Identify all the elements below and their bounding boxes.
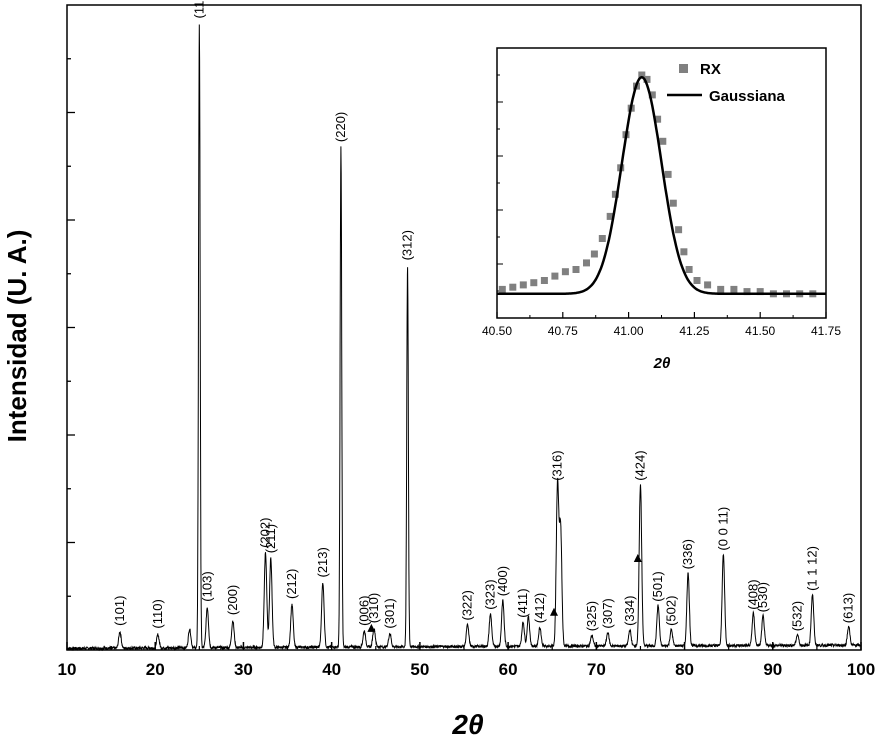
- legend-gaussiana-label: Gaussiana: [709, 88, 786, 105]
- peak-label: (325): [584, 601, 599, 631]
- peak-label: (501): [650, 571, 665, 601]
- rx-point: [561, 268, 569, 276]
- peak-label: (323): [483, 579, 498, 609]
- main-plot-marks: (101) (110) (112) (103) (200) (202)(211) (212)…: [66, 0, 862, 652]
- peak-label: (006): [356, 596, 371, 626]
- inset-legend: RX Gaussiana: [667, 61, 786, 105]
- rx-point: [598, 235, 606, 242]
- main-x-tick-label: 50: [410, 660, 429, 679]
- inset-x-tick-label: 41.50: [745, 324, 775, 338]
- rx-point: [664, 170, 672, 178]
- inset-x-tick-label: 41.75: [811, 324, 841, 338]
- peak-label: (412): [532, 593, 547, 623]
- rx-point: [530, 279, 538, 287]
- peak-arrow-marker: [633, 553, 642, 562]
- gaussiana-fit-line: [497, 75, 826, 296]
- rx-point: [590, 250, 598, 258]
- main-x-tick-label: 80: [675, 660, 694, 679]
- inset-plot-axes: 40.50 40.75 41.00 41.25 41.50 41.75: [482, 47, 841, 338]
- main-plot-axes: 10 20 30 40 50 60 70 80 90 100: [58, 4, 875, 679]
- main-x-tick-label: 30: [234, 660, 253, 679]
- rx-point: [659, 137, 667, 145]
- peak-label: (103): [199, 571, 214, 601]
- peak-label: (530): [755, 582, 770, 612]
- rx-point: [551, 272, 559, 280]
- peak-label: (213): [315, 547, 330, 577]
- rx-point: [704, 281, 712, 289]
- peak-label: (408): [745, 579, 760, 609]
- peak-label: (400): [495, 566, 510, 596]
- inset-plot-marks: [497, 71, 826, 298]
- rx-point: [611, 190, 619, 198]
- inset-x-tick-label: 40.75: [548, 324, 578, 338]
- peak-label: (200): [225, 585, 240, 615]
- rx-point: [638, 71, 646, 79]
- inset-x-axis-title: 2θ: [653, 355, 671, 372]
- inset-x-tick-label: 41.00: [614, 324, 644, 338]
- main-x-tick-label: 60: [499, 660, 518, 679]
- peak-label: (220): [333, 112, 348, 142]
- rx-point: [654, 115, 662, 123]
- peak-arrow-marker: [367, 623, 376, 632]
- main-x-axis-title: 2θ: [451, 709, 484, 739]
- main-y-axis-title: Intensidad (U. A.): [2, 230, 32, 443]
- rx-point: [509, 283, 517, 291]
- legend-rx-label: RX: [700, 61, 721, 78]
- peak-label: (211): [263, 524, 278, 553]
- peak-label: (334): [622, 596, 637, 626]
- peak-label: (301): [382, 598, 397, 628]
- peak-label: (307): [600, 598, 615, 628]
- rx-point: [572, 266, 580, 273]
- rx-point: [730, 285, 738, 293]
- legend-rx-marker: [679, 64, 688, 73]
- rx-point: [498, 285, 506, 293]
- rx-point: [648, 91, 656, 99]
- peak-label: (411): [515, 588, 530, 617]
- rx-point: [675, 226, 683, 234]
- peak-label: (110): [150, 599, 165, 628]
- peak-label: (312): [400, 230, 415, 260]
- rx-point: [583, 259, 590, 267]
- main-x-tick-label: 10: [58, 660, 77, 679]
- rx-point: [540, 277, 548, 284]
- rx-point: [680, 248, 688, 256]
- main-x-tick-label: 100: [847, 660, 875, 679]
- rx-point: [669, 199, 677, 207]
- peak-label: (532): [790, 601, 805, 631]
- peak-label: (1 1 12): [805, 546, 820, 591]
- peak-label: (202): [258, 518, 273, 548]
- rx-point: [685, 266, 693, 273]
- peak-label: (212): [284, 569, 299, 599]
- peak-label: (310): [366, 593, 381, 623]
- main-x-tick-label: 20: [146, 660, 165, 679]
- peak-label: (316): [550, 450, 565, 480]
- rx-point: [756, 288, 764, 296]
- rx-point: [743, 288, 751, 296]
- peak-label: (336): [680, 539, 695, 569]
- peak-label: (0 0 11): [715, 507, 730, 551]
- rx-point: [606, 212, 614, 220]
- rx-point: [643, 75, 651, 83]
- peak-label: (502): [663, 596, 678, 626]
- rx-point: [519, 281, 527, 289]
- inset-x-tick-label: 41.25: [679, 324, 709, 338]
- main-x-tick-label: 90: [763, 660, 782, 679]
- rx-point: [693, 277, 701, 284]
- diffraction-pattern-line: [66, 24, 862, 652]
- peak-label: (424): [632, 450, 647, 480]
- main-x-tick-label: 70: [587, 660, 606, 679]
- rx-point: [717, 285, 725, 293]
- peak-label: (101): [112, 596, 127, 626]
- peak-label: (112): [191, 0, 206, 19]
- main-x-tick-label: 40: [322, 660, 341, 679]
- peak-label: (613): [841, 593, 856, 623]
- peak-arrow-marker: [549, 607, 558, 616]
- inset-x-tick-label: 40.50: [482, 324, 512, 338]
- peak-label: (322): [460, 590, 475, 620]
